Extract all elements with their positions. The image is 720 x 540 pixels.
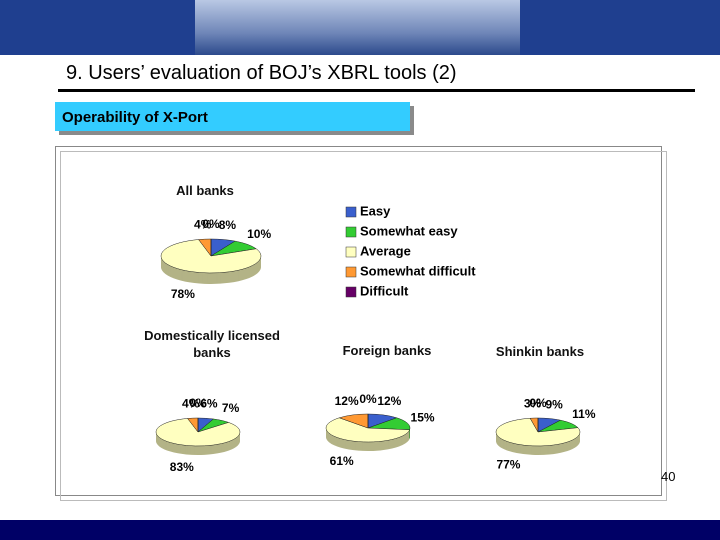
legend-swatch — [345, 266, 357, 278]
chart-frame — [55, 146, 662, 496]
value-label: 7% — [222, 401, 240, 415]
pie-title: Foreign banks — [342, 343, 432, 358]
legend-label: Difficult — [360, 283, 409, 298]
slide-title: 9. Users’ evaluation of BOJ’s XBRL tools… — [66, 62, 457, 84]
value-label: 0% — [189, 396, 207, 410]
legend-swatch — [345, 226, 357, 238]
header-band — [0, 0, 195, 55]
legend-label: Average — [360, 243, 411, 258]
value-label: 0% — [359, 392, 377, 406]
value-label: 4% — [182, 396, 200, 410]
legend-label: Somewhat difficult — [360, 263, 476, 278]
value-label: 61% — [330, 454, 354, 468]
header-image — [195, 0, 520, 55]
legend-swatch — [345, 286, 357, 298]
pie-slice — [325, 417, 411, 443]
value-label: 6% — [200, 397, 218, 411]
value-label: 11% — [572, 407, 596, 421]
value-label: 77% — [496, 457, 520, 471]
value-label: 0% — [202, 217, 220, 231]
value-label: 3% — [524, 396, 542, 410]
section-box — [55, 102, 410, 131]
section-label: Operability of X-Port — [62, 109, 208, 126]
legend-swatch — [345, 246, 357, 258]
page-number: 40 — [661, 469, 676, 484]
footer-bar — [0, 520, 720, 540]
pie-title: Domestically licensed banks — [144, 328, 280, 360]
value-label: 0% — [529, 396, 547, 410]
value-label: 8% — [219, 218, 237, 232]
legend-swatch — [345, 206, 357, 218]
charts: Easy Somewhat easy Average Somewhat difficu… — [155, 203, 596, 474]
value-label: 12% — [335, 394, 359, 408]
legend-label: Somewhat easy — [360, 223, 458, 238]
value-label: 15% — [411, 411, 435, 425]
pie-title: All banks — [176, 183, 234, 198]
value-label: 9% — [546, 397, 564, 411]
value-label: 83% — [170, 460, 194, 474]
chart-frame-shadow — [60, 151, 667, 501]
header-band — [520, 0, 720, 55]
value-label: 4% — [194, 217, 212, 231]
pie-title: Shinkin banks — [495, 344, 585, 359]
title-rule — [58, 89, 695, 92]
value-label: 12% — [377, 394, 401, 408]
value-label: 78% — [171, 287, 195, 301]
value-label: 10% — [247, 227, 271, 241]
legend-label: Easy — [360, 203, 391, 218]
